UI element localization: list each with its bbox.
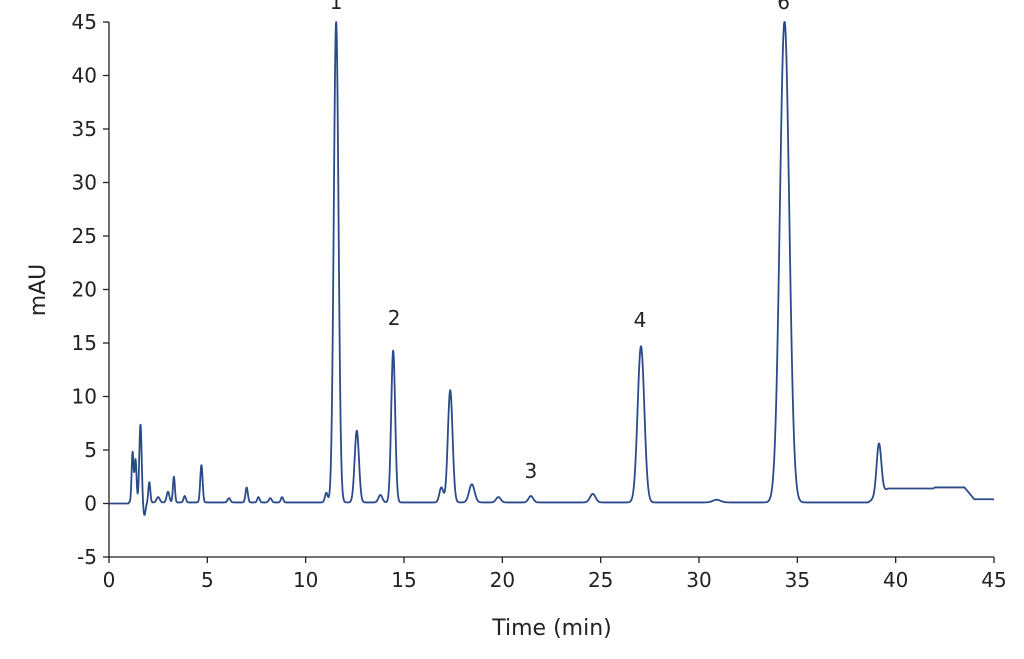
chromatogram-trace <box>108 21 995 516</box>
x-axis-title: Time (min) <box>491 616 612 641</box>
y-tick-label: 30 <box>72 171 97 195</box>
x-tick-label: 5 <box>201 568 214 592</box>
y-tick-label: 0 <box>84 492 97 516</box>
x-tick-label: 20 <box>490 568 515 592</box>
y-tick-label: 45 <box>72 10 97 34</box>
peak-label: 3 <box>524 459 537 483</box>
y-tick-label: 40 <box>72 64 97 88</box>
y-tick-label: 10 <box>72 385 97 409</box>
y-tick-label: 35 <box>72 117 97 141</box>
peak-label: 1 <box>330 0 343 14</box>
peak-label: 6 <box>777 0 790 14</box>
peak-labels: 1 2 3 4 6 <box>330 0 790 483</box>
x-tick-label: 30 <box>686 568 711 592</box>
x-tick-label: 10 <box>293 568 318 592</box>
y-tick-label: 15 <box>72 331 97 355</box>
peak-label: 2 <box>388 306 401 330</box>
x-tick-label: 15 <box>391 568 416 592</box>
y-tick-label: 20 <box>72 278 97 302</box>
peak-label: 4 <box>634 308 647 332</box>
x-tick-label: 40 <box>883 568 908 592</box>
y-axis-title: mAU <box>26 264 51 317</box>
y-tick-label: 5 <box>84 438 97 462</box>
x-tick-label: 45 <box>981 568 1006 592</box>
y-tick-label: 25 <box>72 224 97 248</box>
x-tick-label: 35 <box>785 568 810 592</box>
y-tick-label: -5 <box>77 545 97 569</box>
x-tick-label: 25 <box>588 568 613 592</box>
y-axis: -5 0 5 10 15 20 25 30 35 40 45 <box>72 10 110 569</box>
x-tick-label: 0 <box>103 568 116 592</box>
x-axis: 0 5 10 15 20 25 30 35 40 45 <box>103 556 1007 592</box>
